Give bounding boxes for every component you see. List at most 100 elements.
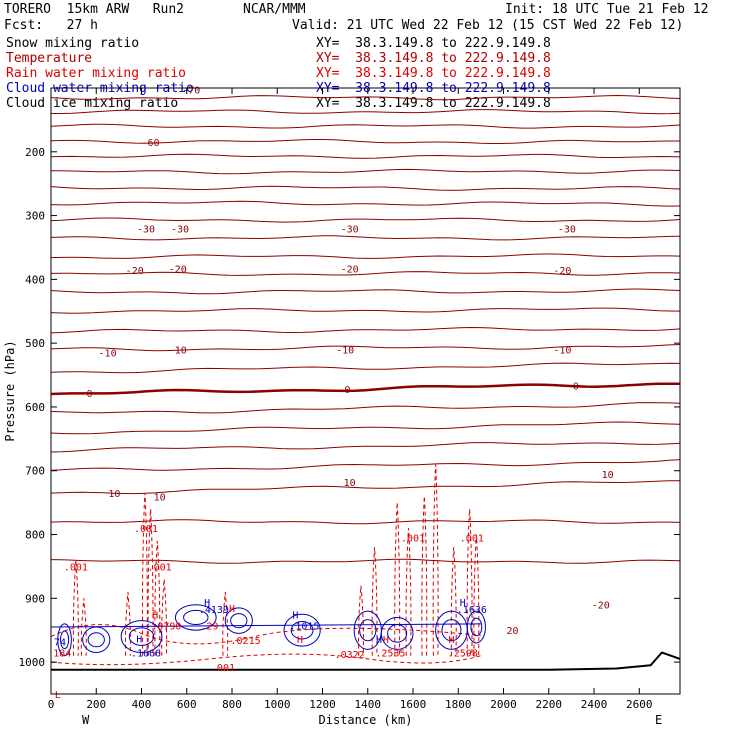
rain-plume-12 [421,496,428,656]
isotherm-13 [50,307,681,314]
x-tick-label-1800: 1800 [445,698,472,711]
isotherm-3 [50,139,680,144]
rain-label-7: .2535 [375,649,405,660]
east-label: E [655,713,662,727]
isotherm-20 [50,442,681,453]
rain-lowlevel-lower [50,653,482,666]
temperature-label-7: -20 [169,265,187,276]
rain-plume-14 [450,547,457,656]
extremum-marker-3: H [229,604,235,615]
temperature-label-11: -10 [169,346,187,357]
y-tick-label-600: 600 [25,401,45,414]
field-name-rain: Rain water mixing ratio [6,66,187,81]
isotherm-6 [50,185,681,191]
extremum-marker-8: H [448,635,454,646]
temperature-label-0: -70 [182,85,200,96]
cloud-blob-inner-4 [230,613,248,629]
isotherm-9 [50,235,681,241]
contour-labels: -70 -60 -30 -30 -30 -30 -20 -20 -20 -20 -10 -10 -10 -… [53,85,613,701]
cloud-blob-3 [174,604,217,631]
cloud-label-3: .1015 [289,622,319,633]
isotherm-24 [50,558,681,564]
isotherm-14 [50,326,681,334]
field-xy-rain: XY= 38.3.149.8 to 222.9.149.8 [316,66,551,81]
cloud-label-0: 74 [54,638,66,649]
x-tick-label-200: 200 [86,698,106,711]
cloud-blob-inner-0 [60,630,70,650]
rain-contours [50,464,482,666]
x-tick-label-800: 800 [222,698,242,711]
rain-plume-2 [124,591,131,656]
isotherm-2 [50,123,681,129]
rain-plume-1 [80,598,87,656]
temperature-label-13: -10 [553,346,571,357]
temperature-label-21: -20 [592,601,610,612]
cloud-blob-inner-6 [359,619,377,642]
temperature-label-4: -30 [341,224,359,235]
temperature-label-8: -20 [341,265,359,276]
extremum-marker-4: H [292,610,298,621]
temperature-label-14: 0 [86,389,92,400]
rain-plume-6 [161,579,168,656]
x-tick-label-1600: 1600 [400,698,427,711]
extremum-marker-2: H [204,598,210,609]
cloud-blob-4 [224,607,253,634]
extremum-marker-6: H [376,635,382,646]
temperature-label-17: 10 [154,492,166,503]
rain-lowlevel-upper [50,624,481,645]
rain-label-12: .29 [200,622,218,633]
rain-label-10: 184 [53,649,71,660]
temperature-label-20: 10 [602,470,614,481]
rain-plume-10 [394,502,401,656]
x-tick-label-2400: 2400 [581,698,608,711]
temperature-label-18: 10 [108,489,120,500]
rain-label-1: .001 [134,524,158,535]
isotherm-12 [50,288,681,295]
field-name-temperature: Temperature [6,51,93,66]
y-tick-label-500: 500 [25,337,45,350]
y-tick-label-800: 800 [25,529,45,542]
isotherm-19 [50,421,681,435]
rain-label-3: .001 [401,534,425,545]
isotherm-5 [51,168,681,175]
rain-plume-13 [432,464,439,656]
isotherm-4 [50,153,681,159]
temperature-label-12: -10 [336,346,354,357]
x-tick-label-1400: 1400 [355,698,382,711]
isotherm-8 [50,217,681,223]
temperature-label-15: 0 [344,385,350,396]
y-tick-label-700: 700 [25,465,45,478]
rain-label-2: .001 [148,562,172,573]
rain-plume-16 [473,534,480,656]
plot-frame [50,87,681,695]
valid-time: Valid: 21 UTC Wed 22 Feb 12 (15 CST Wed … [292,18,684,33]
field-name-snow: Snow mixing ratio [6,36,140,51]
x-tick-label-600: 600 [177,698,197,711]
cloud-water-contours [50,604,486,657]
cloud-blob-inner-9 [470,617,483,637]
cloud-blob-5 [283,613,321,647]
rain-label-8: .2598 [448,649,478,660]
cloud-blob-inner-3 [183,609,209,625]
y-tick-label-200: 200 [25,146,45,159]
cloud-blob-0 [57,623,72,657]
isotherm-7 [50,200,681,207]
isotherm-21 [50,459,681,471]
temperature-label-22: 20 [507,626,519,637]
cloud-blob-inner-5 [290,620,314,640]
extremum-marker-10: L [55,690,61,701]
rain-plume-3 [141,493,148,656]
isotherm-1 [51,109,681,115]
model-title: TORERO 15km ARW Run2 [4,2,185,17]
isotherm-16 [50,362,681,374]
cloud-blob-inner-2 [128,627,155,646]
cloud-blob-9 [466,610,486,644]
temperature-label-1: -60 [142,138,160,149]
temperature-label-2: -30 [137,224,155,235]
x-tick-label-1200: 1200 [309,698,336,711]
cloud-blob-inner-8 [441,619,462,642]
y-tick-label-900: 900 [25,592,45,605]
temperature-isotherms [50,94,681,564]
cloud-blob-7 [380,616,414,650]
header-block: TORERO 15km ARW Run2 NCAR/MMM Init: 18 U… [0,0,740,115]
